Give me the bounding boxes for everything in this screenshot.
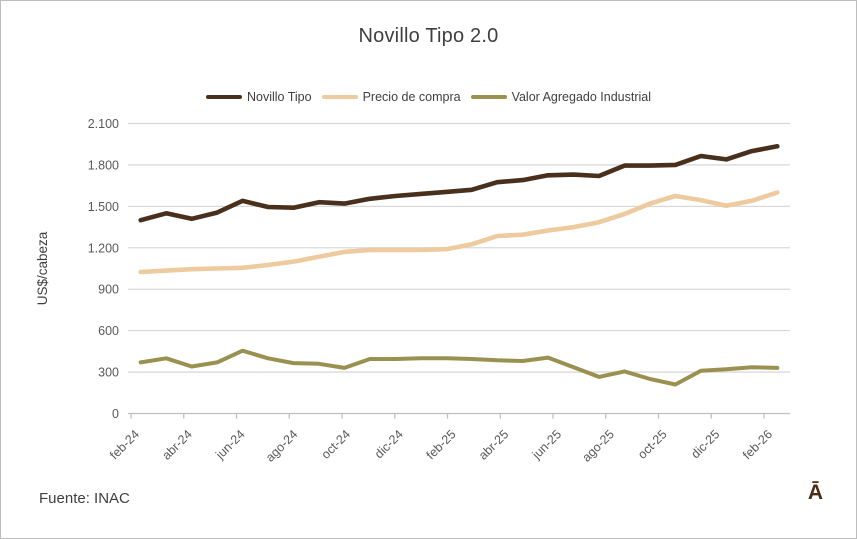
legend-label-0: Novillo Tipo [246,90,312,104]
legend-item-1: Precio de compra [321,90,461,104]
y-axis-tick-label: 300 [98,366,119,380]
y-axis-title: US$/cabeza [35,231,50,305]
y-axis-tick-label: 1.500 [88,200,119,214]
x-axis-tick-label: jun-24 [212,427,247,462]
legend-swatch-0 [205,94,242,100]
legend-item-2: Valor Agregado Industrial [470,90,652,104]
y-axis-tick-label: 1.200 [88,241,119,255]
series-line-novillo-tipo [138,144,780,223]
x-axis-tick-label: feb-25 [424,427,459,462]
x-axis-tick-label: dic-25 [688,427,722,461]
source-note: Fuente: INAC [39,490,130,507]
series-line-precio-de-compra [138,190,780,275]
legend-swatch-2 [470,94,507,100]
x-axis-tick-label: abr-24 [159,427,194,462]
x-axis-tick-label: abr-25 [476,427,511,462]
legend: Novillo Tipo Precio de compra Valor Agrega… [1,90,856,104]
x-axis-tick-label: ago-25 [579,427,616,464]
x-axis-tick-label: oct-25 [635,427,669,461]
x-axis-tick-label: oct-24 [319,427,353,461]
legend-item-0: Novillo Tipo [205,90,312,104]
x-axis-tick-label: feb-26 [740,427,775,462]
legend-swatch-1 [321,94,358,100]
y-axis-tick-label: 900 [98,283,119,297]
y-axis-tick-label: 0 [112,407,119,421]
x-axis-tick-label: dic-24 [372,427,406,461]
y-axis-tick-label: 600 [98,324,119,338]
y-axis-tick-label: 1.800 [88,158,119,172]
x-axis-tick-label: feb-24 [107,427,142,462]
legend-label-1: Precio de compra [362,90,461,104]
x-axis-tick-label: ago-24 [263,427,300,464]
series-line-valor-agregado-industrial [138,348,780,387]
chart-title: Novillo Tipo 2.0 [358,25,499,47]
legend-label-2: Valor Agregado Industrial [511,90,652,104]
y-axis-tick-label: 2.100 [88,117,119,131]
brand-logo: Ā [807,481,823,504]
x-axis-tick-label: jun-25 [529,427,564,462]
